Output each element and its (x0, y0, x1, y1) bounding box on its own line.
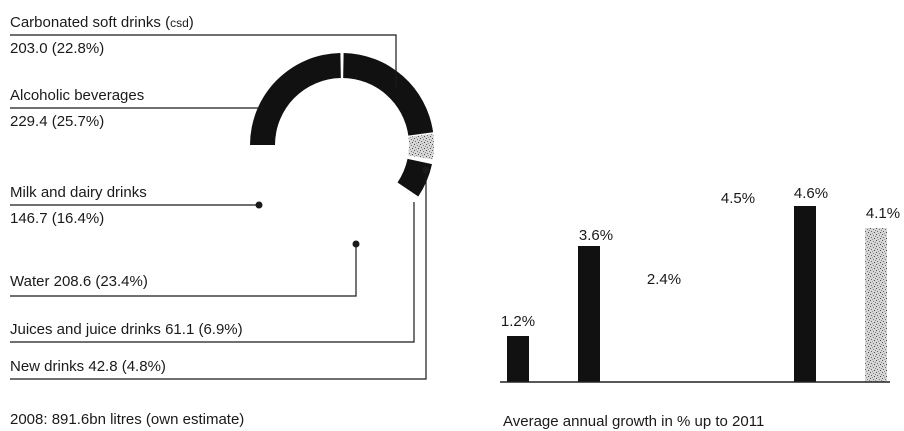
ring-segment-csd (343, 53, 434, 136)
ring-chart: Carbonated soft drinks (csd) 203.0 (22.8… (10, 14, 435, 428)
bar-series: 1.2% 3.6% 2.4% 4.5% 4.6% 4.1% (501, 185, 900, 382)
slice-label-alcoholic-name: Alcoholic beverages (10, 87, 144, 104)
leader-dot-milk (255, 201, 263, 209)
bar-value-label-1: 1.2% (501, 313, 535, 330)
leader-dot-water (352, 240, 360, 248)
ring-segment-alcoholic (250, 53, 341, 146)
leader-dot-new-drinks (422, 166, 430, 174)
slice-label-milk-value: 146.7 (16.4%) (10, 210, 104, 227)
bar-2 (578, 246, 600, 382)
ring-footnote: 2008: 891.6bn litres (own estimate) (10, 411, 244, 428)
bar-value-label-3: 2.4% (647, 271, 681, 288)
bar-5 (794, 206, 816, 382)
ring-segments (250, 53, 435, 197)
slice-label-milk-name: Milk and dairy drinks (10, 184, 147, 201)
leader-lines (10, 34, 430, 380)
bar-value-label-2: 3.6% (579, 227, 613, 244)
leader-csd (10, 34, 397, 88)
leader-juices (10, 202, 415, 343)
bar-chart-title: Average annual growth in % up to 2011 (503, 413, 764, 430)
bar-value-label-4: 4.5% (721, 190, 755, 207)
bar-1 (507, 336, 529, 382)
ring-segment-new-drinks (408, 133, 435, 160)
slice-label-csd-name: Carbonated soft drinks (csd) (10, 14, 194, 31)
ring-segment-juices (397, 158, 432, 197)
leader-water (10, 244, 357, 297)
slice-label-juices: Juices and juice drinks 61.1 (6.9%) (10, 321, 243, 338)
slice-label-new-drinks: New drinks 42.8 (4.8%) (10, 358, 166, 375)
bar-value-label-5: 4.6% (794, 185, 828, 202)
slice-label-csd-value: 203.0 (22.8%) (10, 40, 104, 57)
bar-value-label-6: 4.1% (866, 205, 900, 222)
slice-label-alcoholic-value: 229.4 (25.7%) (10, 113, 104, 130)
leader-new-drinks (10, 170, 427, 380)
bar-6 (865, 228, 887, 382)
slice-label-water: Water 208.6 (23.4%) (10, 273, 148, 290)
bar-chart: 1.2% 3.6% 2.4% 4.5% 4.6% 4.1% Average annual … (500, 185, 900, 430)
